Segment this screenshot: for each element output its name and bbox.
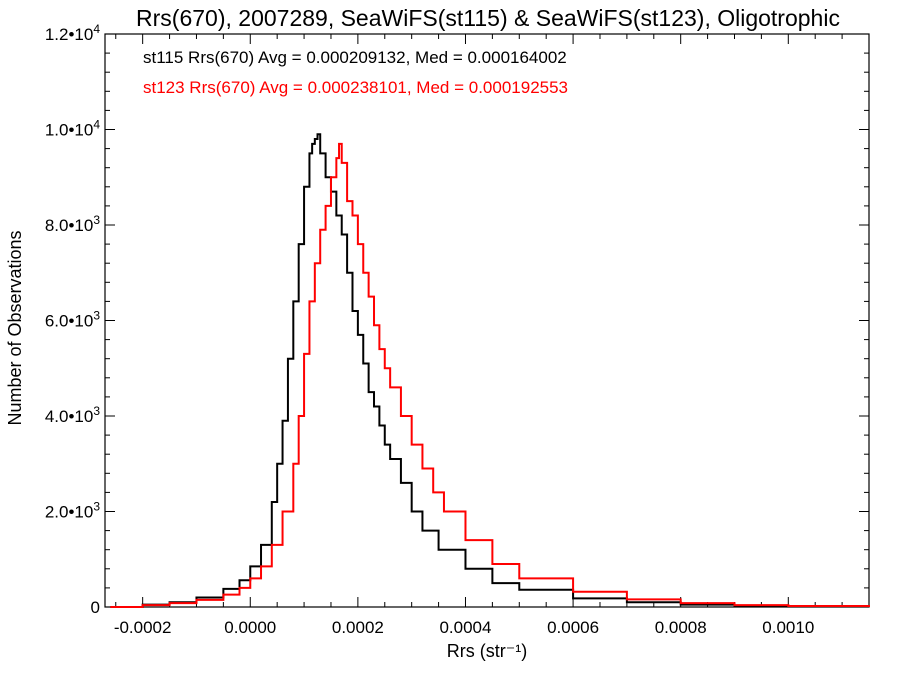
series-0-histogram	[110, 133, 870, 608]
x-tick-label: 0.0000	[224, 618, 276, 637]
y-tick-label: 8.0•103	[45, 213, 101, 235]
y-tick-label: 6.0•103	[45, 309, 101, 331]
x-tick-label: 0.0006	[547, 618, 599, 637]
annotation-st123: st123 Rrs(670) Avg = 0.000238101, Med = …	[143, 78, 568, 97]
y-axis-label: Number of Observations	[5, 230, 25, 425]
y-tick-label: 1.2•104	[45, 22, 101, 44]
x-tick-label: 0.0008	[655, 618, 707, 637]
series-1-histogram	[110, 142, 870, 608]
x-tick-label: 0.0002	[332, 618, 384, 637]
plot-frame	[104, 33, 870, 608]
y-tick-label: 0	[91, 598, 100, 617]
x-tick-label: -0.0002	[114, 618, 172, 637]
y-tick-label: 4.0•103	[45, 404, 101, 426]
annotation-st115: st115 Rrs(670) Avg = 0.000209132, Med = …	[143, 48, 567, 67]
y-tick-label: 1.0•104	[45, 118, 101, 140]
chart-title: Rrs(670), 2007289, SeaWiFS(st115) & SeaW…	[136, 5, 840, 31]
x-tick-label: 0.0010	[762, 618, 814, 637]
y-tick-label: 2.0•103	[45, 500, 101, 522]
plot-area: -0.0002 0.0000 0.0002 0.0004 0.0006 0.0008 0.0…	[45, 22, 870, 637]
x-axis-label: Rrs (str⁻¹)	[447, 641, 527, 661]
x-tick-label: 0.0004	[439, 618, 491, 637]
